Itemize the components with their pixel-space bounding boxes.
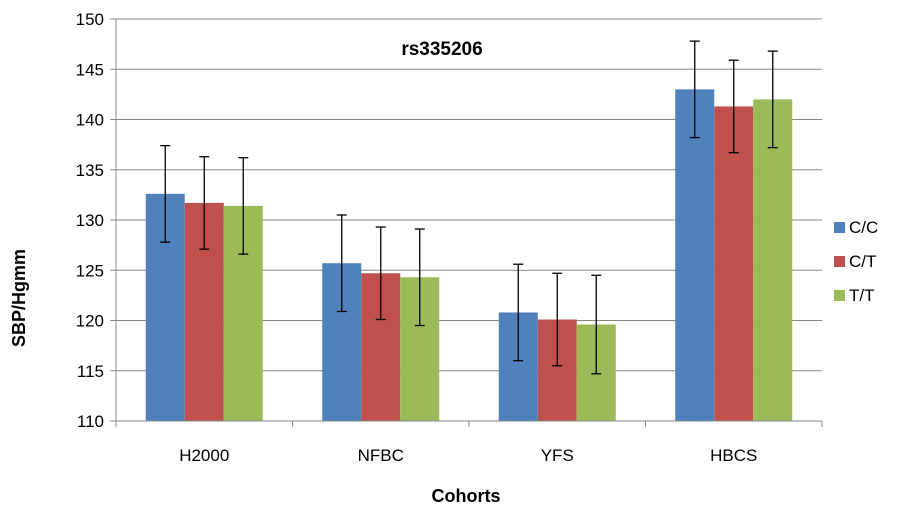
y-tick-label: 130 [76,211,104,230]
y-tick-label: 125 [76,261,104,280]
y-tick-label: 140 [76,111,104,130]
legend-label: C/T [849,252,876,271]
legend-swatch [834,256,845,267]
chart-title: rs335206 [401,39,482,60]
x-tick-label: NFBC [358,446,404,465]
y-tick-label: 115 [77,362,104,381]
legend-label: T/T [849,286,875,305]
legend-label: C/C [849,218,878,237]
x-tick-label: HBCS [710,446,757,465]
x-tick-labels: H2000 NFBC YFS HBCS [179,446,757,465]
bar-t-t-hbcs [753,99,793,422]
legend-swatch [834,222,845,233]
x-tick-label: YFS [541,446,574,465]
x-axis-title: Cohorts [432,486,501,506]
axes [110,18,823,427]
y-tick-label: 150 [76,10,104,29]
y-tick-label: 145 [76,60,104,79]
y-tick-labels: 110 115 120 125 130 135 140 145 150 [76,10,104,431]
x-tick-label: H2000 [179,446,229,465]
y-axis-title: SBP/Hgmm [9,249,29,347]
bar-c-t-hbcs [714,106,754,421]
y-tick-label: 135 [76,161,104,180]
y-tick-label: 110 [77,412,104,431]
legend: C/C C/T T/T [834,218,878,305]
y-tick-label: 120 [76,312,104,331]
bar-c-c-hbcs [675,89,715,421]
error-bars [160,40,778,375]
bars [145,89,793,422]
legend-swatch [834,290,845,301]
